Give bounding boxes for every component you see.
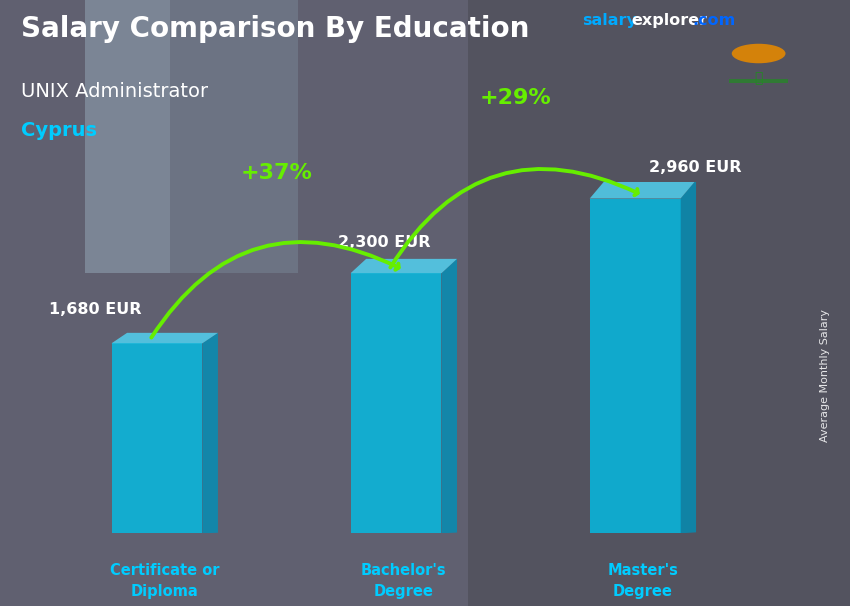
Text: +37%: +37% — [241, 163, 313, 183]
Text: 2,300 EUR: 2,300 EUR — [337, 235, 430, 250]
Polygon shape — [350, 259, 457, 273]
Polygon shape — [590, 180, 696, 199]
Text: 1,680 EUR: 1,680 EUR — [48, 302, 141, 316]
Text: .com: .com — [693, 13, 736, 28]
Text: Cyprus: Cyprus — [21, 121, 97, 140]
Polygon shape — [350, 273, 441, 533]
Text: Certificate or
Diploma: Certificate or Diploma — [110, 564, 219, 599]
Bar — [468, 0, 850, 606]
Text: 〜: 〜 — [755, 72, 762, 85]
Polygon shape — [111, 343, 202, 533]
Text: UNIX Administrator: UNIX Administrator — [21, 82, 208, 101]
Text: Master's
Degree: Master's Degree — [608, 564, 678, 599]
Ellipse shape — [732, 44, 785, 63]
Bar — [85, 0, 298, 273]
Polygon shape — [590, 199, 681, 533]
Polygon shape — [202, 333, 218, 533]
Polygon shape — [681, 180, 696, 533]
Polygon shape — [441, 259, 457, 533]
Text: explorer: explorer — [632, 13, 708, 28]
Text: 2,960 EUR: 2,960 EUR — [649, 160, 741, 175]
Text: Salary Comparison By Education: Salary Comparison By Education — [21, 15, 530, 43]
Text: Bachelor's
Degree: Bachelor's Degree — [361, 564, 446, 599]
Text: Average Monthly Salary: Average Monthly Salary — [819, 309, 830, 442]
Bar — [729, 79, 788, 84]
Text: +29%: +29% — [479, 88, 552, 108]
Text: salary: salary — [582, 13, 638, 28]
Bar — [85, 0, 170, 273]
Polygon shape — [111, 333, 218, 343]
